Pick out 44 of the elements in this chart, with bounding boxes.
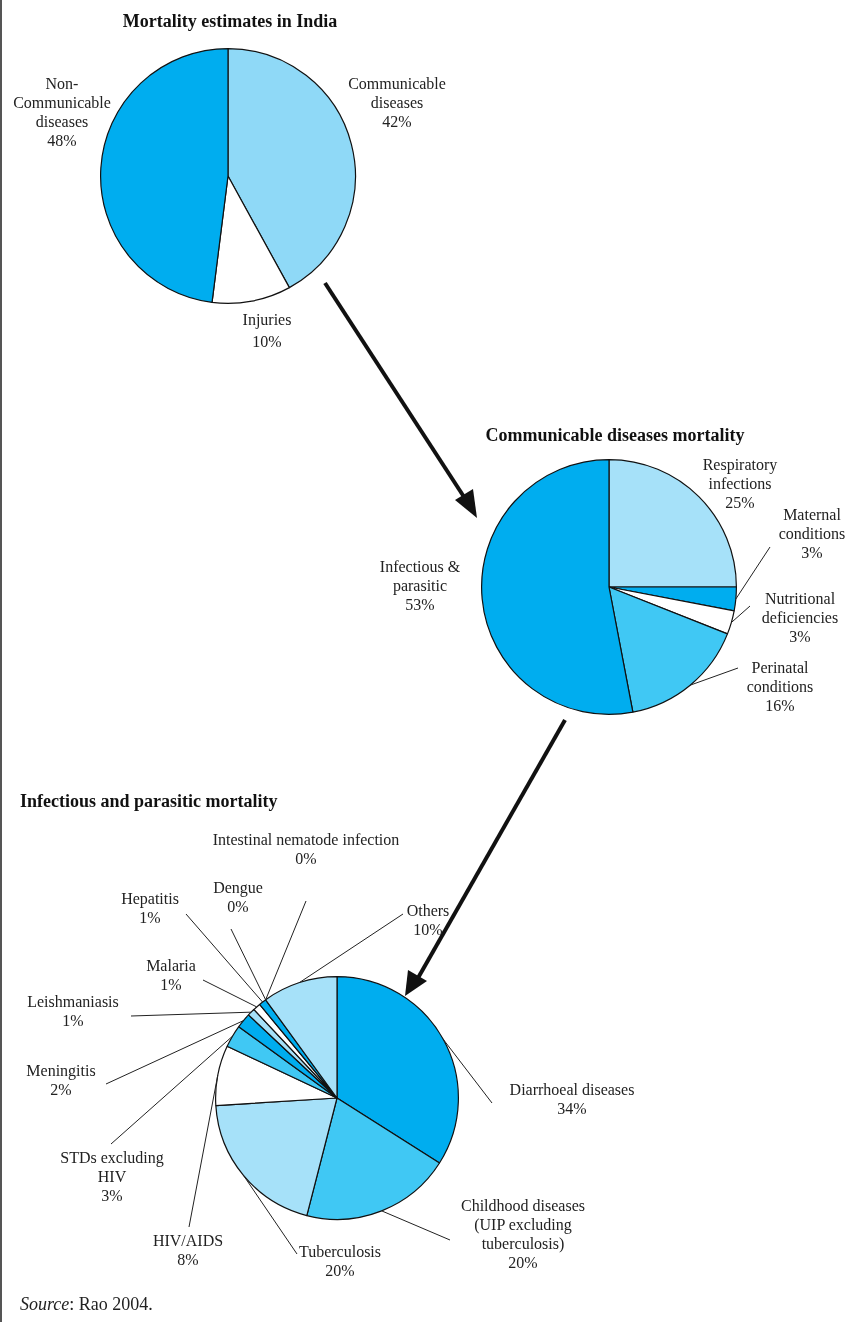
chart-title: Communicable diseases mortality xyxy=(485,424,745,445)
data-label: 2% xyxy=(50,1081,72,1099)
chart-title: Mortality estimates in India xyxy=(122,10,338,31)
data-label: 3% xyxy=(789,628,811,646)
data-label: 1% xyxy=(160,976,182,994)
data-label: 53% xyxy=(405,596,435,614)
slice-label: Non-Communicable diseases xyxy=(13,75,111,131)
category-label: Dengue xyxy=(213,879,263,897)
data-label: 48% xyxy=(47,132,77,150)
data-label: 20% xyxy=(508,1254,538,1272)
data-label: 1% xyxy=(62,1012,84,1030)
slice-label: Communicable diseases xyxy=(348,75,446,112)
slice-label: Perinatal conditions xyxy=(746,659,814,696)
data-label: 3% xyxy=(801,544,823,562)
slice-label: Hepatitis xyxy=(121,890,179,909)
data-label: 10% xyxy=(252,333,282,351)
chart-title: Infectious and parasitic mortality xyxy=(20,790,278,811)
slice-label: STDs excluding HIV xyxy=(60,1149,164,1186)
slice-label: Tuberculosis xyxy=(298,1243,382,1261)
data-label: 1% xyxy=(139,909,161,927)
text: 0% xyxy=(227,898,249,916)
data-label: 20% xyxy=(325,1262,355,1280)
slice-label: Others xyxy=(406,902,450,920)
category-label: Intestinal nematode infection xyxy=(212,831,400,849)
slice-label: Injuries xyxy=(242,311,292,330)
slice-label: Childhood diseases (UIP excluding tuberculosis) xyxy=(461,1197,585,1254)
slice-label: Maternal conditions xyxy=(778,506,846,543)
data-label: 10% xyxy=(413,921,443,939)
data-label: 25% xyxy=(725,494,755,512)
data-label: 8% xyxy=(177,1251,199,1269)
text: 0% xyxy=(295,850,317,868)
slice-label: Infectious & parasitic xyxy=(379,558,461,596)
source-note: Source: Rao 2004. xyxy=(20,1294,153,1315)
slice-label: Malaria xyxy=(146,957,196,975)
data-label: 16% xyxy=(765,697,795,715)
data-label: 34% xyxy=(557,1100,587,1118)
slice-label: Meningitis xyxy=(26,1062,96,1081)
slice-label: Nutritional deficiencies xyxy=(761,590,839,627)
slice-label: Leishmaniasis xyxy=(27,993,119,1011)
slice-label: HIV/AIDS xyxy=(152,1232,224,1250)
slice-label: Respiratory infections xyxy=(702,456,778,493)
data-label: 42% xyxy=(382,113,412,131)
data-label: 3% xyxy=(101,1187,123,1205)
slice-label: Diarrhoeal diseases xyxy=(509,1081,635,1099)
